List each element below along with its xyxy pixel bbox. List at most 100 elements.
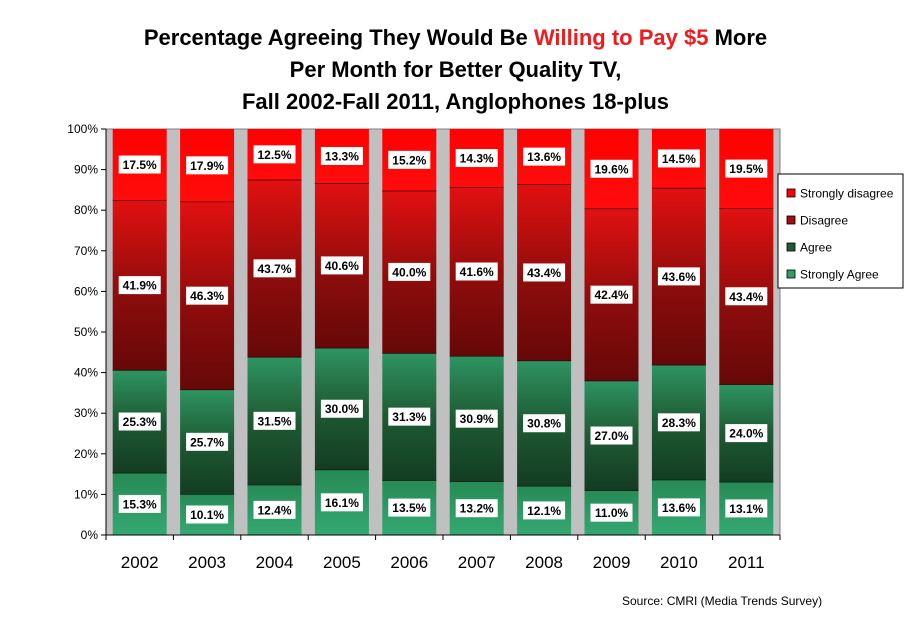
data-label-text: 31.5%: [257, 414, 291, 428]
data-label: 13.6%: [523, 147, 566, 166]
legend-label: Disagree: [800, 214, 848, 228]
data-label: 30.0%: [320, 399, 363, 418]
data-label-box: [320, 399, 363, 418]
y-tick-label: 30%: [74, 406, 98, 420]
data-label: 13.6%: [657, 498, 700, 517]
title-line-3: Fall 2002-Fall 2011, Anglophones 18-plus: [241, 89, 670, 114]
data-label-text: 17.9%: [190, 159, 224, 173]
data-label: 12.4%: [253, 500, 296, 519]
data-label-box: [523, 263, 566, 282]
data-label: 28.3%: [657, 413, 700, 432]
data-label-box: [118, 494, 161, 513]
data-label-text: 46.3%: [190, 289, 224, 303]
data-label-text: 14.5%: [662, 152, 696, 166]
data-label-box: [388, 262, 431, 281]
data-label-box: [455, 499, 498, 518]
data-label-box: [657, 267, 700, 286]
data-label-box: [455, 409, 498, 428]
data-label-text: 43.4%: [527, 266, 561, 280]
data-label: 15.2%: [388, 150, 431, 169]
y-tick-label: 10%: [74, 487, 98, 501]
data-label: 14.3%: [455, 149, 498, 168]
data-label-text: 14.3%: [460, 152, 494, 166]
data-label-box: [725, 287, 768, 306]
data-label-box: [455, 149, 498, 168]
data-label-text: 13.6%: [527, 150, 561, 164]
legend-swatch: [786, 242, 796, 252]
y-tick-label: 40%: [74, 366, 98, 380]
legend-label: Strongly disagree: [800, 187, 894, 201]
data-label-text: 25.3%: [123, 415, 157, 429]
data-label: 31.3%: [388, 407, 431, 426]
data-label-text: 28.3%: [662, 416, 696, 430]
x-tick-label: 2008: [525, 553, 563, 572]
y-tick-label: 100%: [67, 122, 98, 136]
data-label: 24.0%: [725, 424, 768, 443]
data-label: 31.5%: [253, 411, 296, 430]
x-tick-label: 2011: [728, 553, 765, 572]
data-label-box: [118, 412, 161, 431]
data-label: 41.6%: [455, 262, 498, 281]
x-tick-label: 2006: [390, 553, 428, 572]
legend-item: Agree: [786, 241, 832, 255]
data-label-box: [657, 149, 700, 168]
title-prefix: Percentage Agreeing They Would Be: [143, 25, 534, 50]
data-label-text: 27.0%: [594, 429, 628, 443]
data-label-text: 13.2%: [460, 502, 494, 516]
data-label: 43.4%: [523, 263, 566, 282]
data-label-text: 30.9%: [460, 412, 494, 426]
data-label-text: 40.0%: [392, 265, 426, 279]
data-label-text: 11.0%: [595, 506, 629, 520]
data-label: 12.5%: [253, 145, 296, 164]
data-label-box: [320, 146, 363, 165]
data-label-box: [657, 498, 700, 517]
title-highlight: Willing to Pay $5: [533, 25, 709, 50]
x-tick-label: 2003: [188, 553, 226, 572]
data-label: 19.5%: [725, 159, 768, 178]
data-label: 40.6%: [320, 256, 363, 275]
data-label-box: [388, 407, 431, 426]
chart-title: Percentage Agreeing They Would Be Willin…: [0, 22, 911, 118]
legend-label: Agree: [800, 241, 832, 255]
legend-swatch: [786, 215, 796, 225]
data-label-text: 31.3%: [392, 410, 426, 424]
data-label-text: 30.8%: [527, 417, 561, 431]
data-label-text: 41.9%: [123, 279, 157, 293]
x-tick-label: 2002: [121, 553, 159, 572]
data-label-text: 41.6%: [460, 265, 494, 279]
data-label-box: [725, 159, 768, 178]
legend-swatch: [786, 269, 796, 279]
data-label-box: [455, 262, 498, 281]
data-label-text: 13.3%: [325, 149, 359, 163]
source-note: Source: CMRI (Media Trends Survey): [622, 594, 823, 608]
data-label-box: [253, 411, 296, 430]
y-tick-label: 20%: [74, 447, 98, 461]
data-label: 46.3%: [186, 286, 229, 305]
x-tick-label: 2004: [256, 553, 294, 572]
data-label-box: [118, 155, 161, 174]
data-label-box: [657, 413, 700, 432]
title-suffix: More: [708, 25, 768, 50]
data-label-box: [590, 426, 633, 445]
data-label-box: [320, 493, 363, 512]
data-label-box: [118, 276, 161, 295]
data-label-box: [725, 424, 768, 443]
data-label: 43.6%: [657, 267, 700, 286]
y-tick-label: 90%: [74, 163, 98, 177]
data-label-box: [253, 500, 296, 519]
data-label-box: [523, 147, 566, 166]
data-label: 27.0%: [590, 426, 633, 445]
data-label-box: [253, 259, 296, 278]
data-label-box: [186, 505, 229, 524]
x-tick-label: 2007: [458, 553, 496, 572]
data-label-text: 43.7%: [257, 262, 291, 276]
data-label: 10.1%: [186, 505, 229, 524]
data-label: 15.3%: [118, 494, 161, 513]
title-line-2: Per Month for Better Quality TV,: [289, 57, 622, 82]
legend-swatch: [786, 188, 796, 198]
data-label: 13.1%: [725, 499, 768, 518]
title-line-1: Percentage Agreeing They Would Be Willin…: [0, 22, 911, 54]
data-label-text: 10.1%: [190, 508, 224, 522]
data-label-text: 19.6%: [594, 162, 628, 176]
